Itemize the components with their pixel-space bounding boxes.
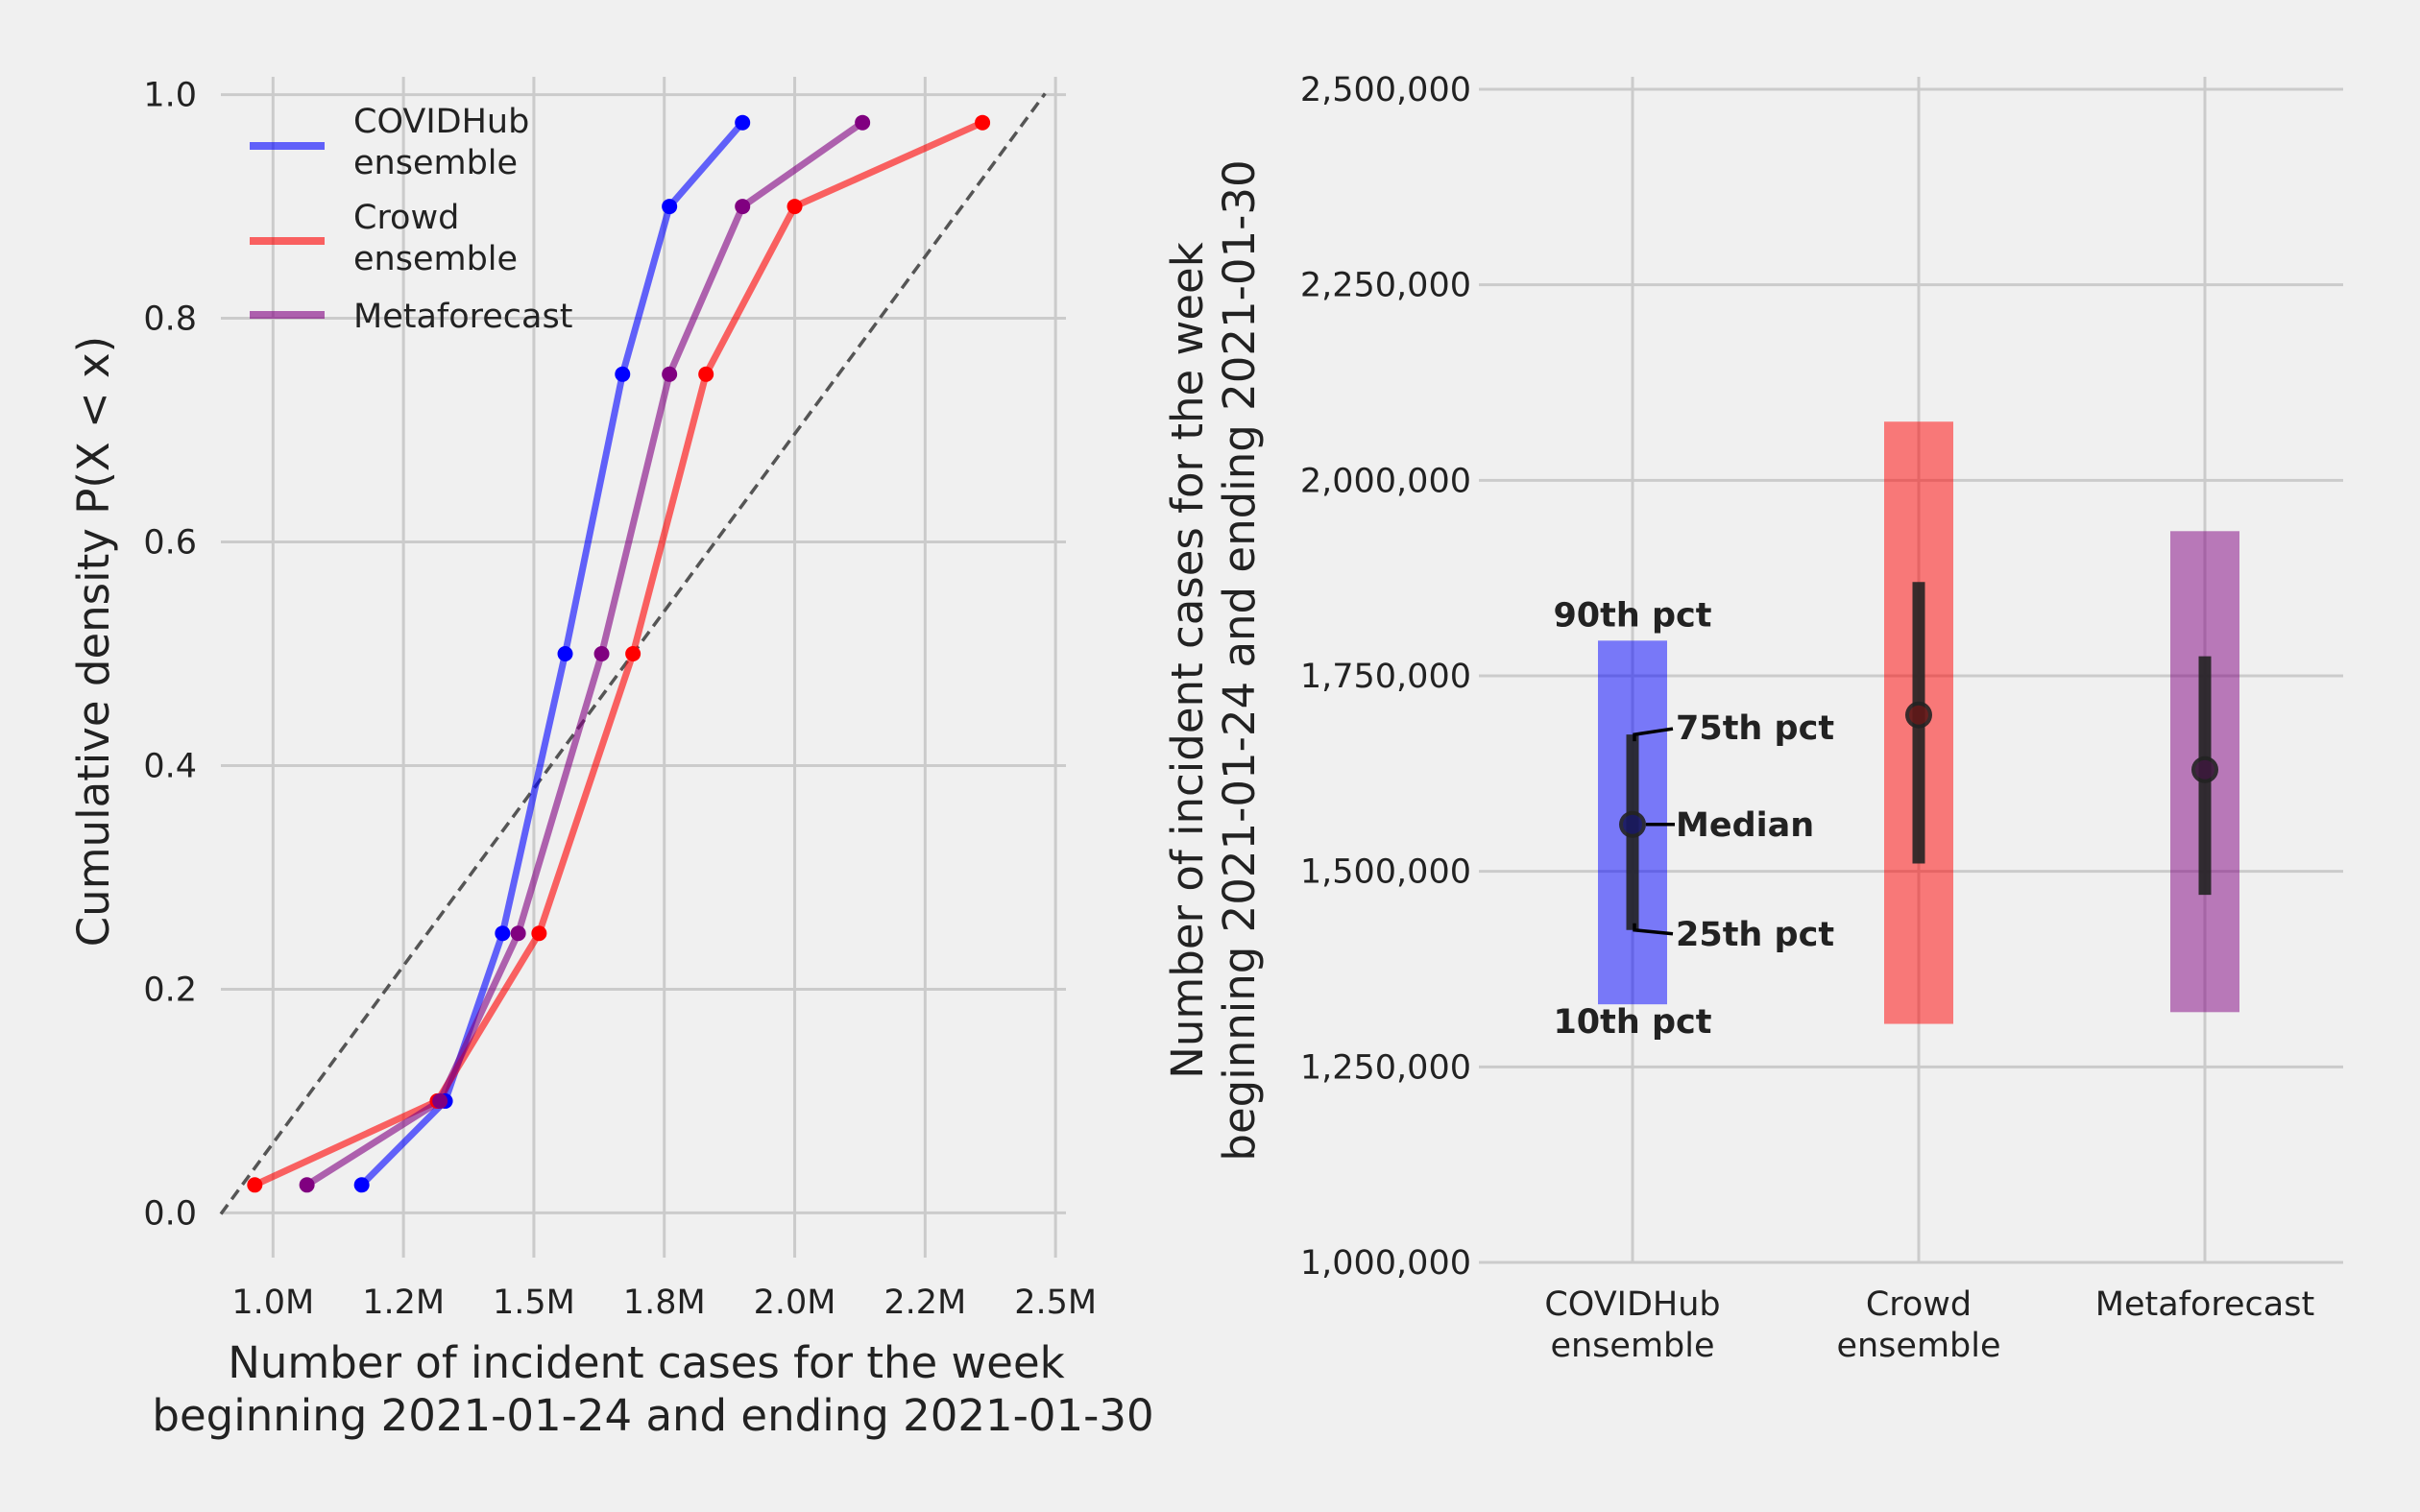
interval-y-tick-labels: 1,000,000 1,250,000 1,500,000 1,750,000 2,00… [1300,71,1471,1283]
cdf-point-2 [593,646,610,661]
cdf-point-0 [557,646,573,661]
annotation-25th-pct: 25th pct [1676,916,1834,954]
interval-category-label: Metaforecast [2095,1285,2314,1324]
annotation-90th-pct: 90th pct [1553,596,1711,635]
cdf-y-tick-labels: 0.0 0.2 0.4 0.6 0.8 1.0 [143,77,197,1234]
cdf-y-tick-label: 0.8 [143,300,197,339]
interval-bars [1598,421,2239,1024]
interval-category-label-line2: ensemble [1836,1327,2000,1365]
cdf-x-tick-label: 2.0M [754,1284,836,1322]
cdf-grid [221,77,1066,1258]
cdf-y-tick-label: 1.0 [143,77,197,115]
cdf-point-1 [625,646,641,661]
cdf-x-tick-label: 1.5M [493,1284,575,1322]
interval-category-labels: COVIDHubensembleCrowdensembleMetaforecas… [1544,1285,2314,1365]
interval-y-tick-label: 1,000,000 [1300,1244,1471,1283]
cdf-point-0 [735,114,751,131]
cdf-point-0 [615,366,631,382]
cdf-x-tick-labels: 1.0M 1.2M 1.5M 1.8M 2.0M 2.2M 2.5M [231,1284,1097,1322]
cdf-point-0 [662,199,678,215]
cdf-y-tick-label: 0.2 [143,971,197,1009]
legend-label-crowd-line1: Crowd [353,199,459,237]
cdf-point-2 [299,1177,315,1193]
cdf-point-1 [786,199,803,215]
cdf-x-tick-label: 1.8M [623,1284,706,1322]
annotation-75th-pointer [1633,727,1674,742]
cdf-x-tick-label: 1.0M [231,1284,314,1322]
interval-chart: 1,000,000 1,250,000 1,500,000 1,750,000 2,00… [1162,71,2343,1365]
interval-median-point-2 [2191,756,2218,783]
interval-median-point-0 [1619,810,1646,838]
cdf-x-axis-label-line1: Number of incident cases for the week [228,1337,1065,1388]
interval-median-tint-1 [1909,705,1928,725]
interval-category-label: Crowd [1866,1285,1972,1324]
legend-label-metaforecast: Metaforecast [353,298,572,336]
legend-label-crowd-line2: ensemble [353,240,518,278]
cdf-point-2 [432,1092,448,1109]
interval-category-label-line2: ensemble [1550,1327,1714,1365]
cdf-y-tick-label: 0.0 [143,1194,197,1233]
legend-label-covidhub-line1: COVIDHub [353,103,529,141]
cdf-point-1 [698,366,714,382]
interval-annotations: 90th pct 10th pct 75th pct Median 25th pct [1553,596,1834,1042]
cdf-chart: 1.0M 1.2M 1.5M 1.8M 2.0M 2.2M 2.5M 0.00.20.40.… [68,77,1154,1441]
interval-y-tick-label: 2,250,000 [1300,267,1471,305]
cdf-point-0 [495,925,511,942]
interval-y-tick-label: 2,000,000 [1300,462,1471,500]
interval-median-tint-0 [1623,814,1642,834]
interval-y-tick-label: 1,250,000 [1300,1048,1471,1087]
cdf-point-2 [510,925,526,942]
cdf-point-2 [662,366,678,382]
annotation-75th-pct: 75th pct [1676,709,1834,748]
cdf-legend: COVIDHub ensemble Crowd ensemble Metafor… [250,103,572,336]
interval-category-label: COVIDHub [1544,1285,1720,1324]
cdf-x-tick-label: 1.2M [362,1284,445,1322]
cdf-y-axis-label: Cumulative density P(X < x) [68,336,119,947]
cdf-point-1 [531,925,547,942]
cdf-x-tick-label: 2.5M [1014,1284,1097,1322]
interval-y-tick-label: 1,500,000 [1300,853,1471,892]
cdf-point-1 [975,114,991,131]
cdf-x-axis-label-line2: beginning 2021-01-24 and ending 2021-01-… [152,1390,1153,1441]
legend-label-covidhub-line2: ensemble [353,144,518,182]
interval-y-axis-label-line2: beginning 2021-01-24 and ending 2021-01-… [1214,159,1265,1161]
annotation-10th-pct: 10th pct [1553,1003,1711,1042]
cdf-point-2 [735,199,751,215]
cdf-point-2 [855,114,871,131]
interval-y-tick-label: 2,500,000 [1300,71,1471,109]
cdf-series [247,114,991,1193]
interval-y-axis-label-line1: Number of incident cases for the week [1162,242,1213,1079]
cdf-point-0 [353,1177,370,1193]
interval-y-tick-label: 1,750,000 [1300,658,1471,696]
annotation-25th-pointer [1633,923,1674,936]
cdf-y-tick-label: 0.6 [143,524,197,563]
interval-median-point-1 [1905,701,1932,729]
cdf-y-tick-label: 0.4 [143,747,197,785]
cdf-x-tick-label: 2.2M [883,1284,966,1322]
annotation-median: Median [1676,806,1814,845]
interval-median-tint-2 [2195,759,2214,780]
cdf-point-1 [247,1177,263,1193]
